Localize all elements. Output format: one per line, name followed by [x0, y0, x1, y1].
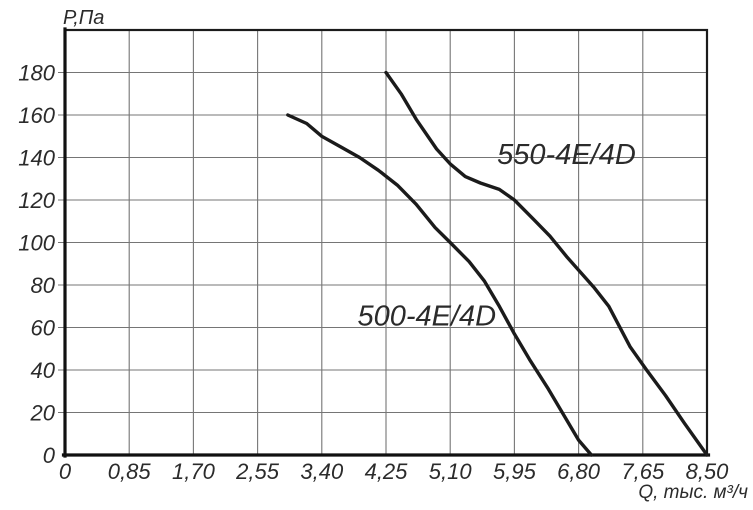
y-tick-label: 100 — [18, 231, 55, 256]
y-tick-label: 0 — [43, 443, 56, 468]
y-tick-label: 180 — [18, 61, 55, 86]
series-label: 550-4E/4D — [497, 139, 636, 171]
x-tick-label: 0,85 — [108, 459, 152, 484]
curve-series-0 — [384, 70, 709, 457]
y-tick-label: 160 — [18, 103, 55, 128]
x-tick-label: 1,70 — [172, 459, 216, 484]
x-tick-label: 8,50 — [686, 459, 730, 484]
x-tick-label: 5,95 — [493, 459, 537, 484]
x-tick-label: 5,10 — [429, 459, 473, 484]
x-tick-label: 2,55 — [235, 459, 280, 484]
x-tick-label: 4,25 — [365, 459, 409, 484]
x-axis-title: Q, тыс. м³/ч — [638, 482, 748, 503]
x-tick-label: 7,65 — [621, 459, 665, 484]
y-tick-label: 140 — [18, 146, 55, 171]
y-tick-label: 20 — [30, 401, 56, 426]
y-tick-label: 80 — [31, 273, 56, 298]
y-axis-title: Р,Па — [63, 7, 104, 29]
x-tick-label: 3,40 — [300, 459, 344, 484]
curve-series-1 — [286, 113, 594, 457]
y-tick-label: 60 — [31, 316, 56, 341]
series-label: 500-4E/4D — [357, 300, 496, 332]
x-tick-label: 6,80 — [557, 459, 601, 484]
x-tick-label: 0 — [59, 459, 72, 484]
y-tick-label: 120 — [18, 188, 55, 213]
y-tick-label: 40 — [31, 358, 56, 383]
